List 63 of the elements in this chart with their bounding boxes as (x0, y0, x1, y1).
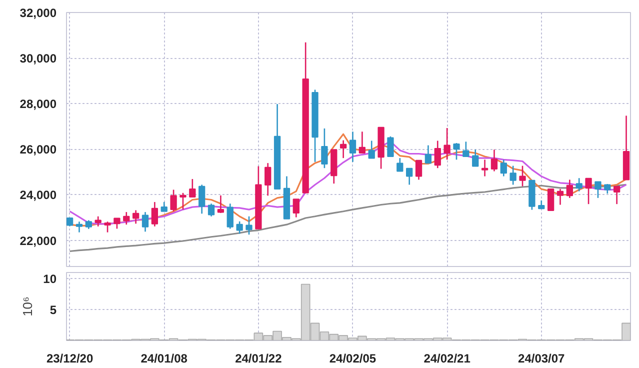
y-tick-label: 10 (43, 272, 57, 286)
category-label: 23/12/20 (46, 352, 94, 366)
y-tick-label: 22,000 (20, 234, 57, 248)
candlestick (604, 183, 611, 194)
y-axis-title: 10⁶ (20, 296, 36, 316)
y-tick-label: 28,000 (20, 97, 57, 112)
candlestick (519, 165, 526, 187)
category-label: 24/02/21 (424, 352, 470, 366)
y-tick-label: 26,000 (20, 142, 57, 157)
y-tick-label: 24,000 (20, 188, 57, 202)
candlestick (396, 157, 404, 172)
candlestick (547, 188, 554, 211)
candlestick (321, 128, 328, 169)
candlestick (151, 201, 158, 228)
y-tick-label: 5 (50, 303, 57, 318)
candlestick (170, 189, 177, 212)
candlestick (132, 210, 140, 224)
candlestick (94, 216, 102, 228)
candlestick (434, 140, 441, 169)
candlestick (349, 130, 356, 163)
candlestick (123, 211, 130, 226)
candlestick (104, 220, 111, 233)
candlestick (387, 136, 394, 158)
candlestick (481, 159, 488, 177)
y-tick-label: 30,000 (20, 52, 57, 66)
candlestick (585, 178, 592, 205)
candlestick (444, 127, 450, 160)
candlestick (340, 140, 347, 159)
candlestick (142, 211, 149, 232)
candlestick (226, 202, 234, 230)
candlestick (453, 142, 460, 160)
candlestick (246, 216, 252, 236)
candlestick (424, 144, 432, 164)
candlestick (160, 201, 168, 212)
candlestick (472, 148, 479, 167)
candlestick (264, 162, 272, 196)
candlestick (292, 198, 300, 218)
category-label: 24/01/08 (140, 352, 188, 366)
candlestick (406, 168, 413, 186)
candlestick (114, 218, 120, 230)
candlestick (217, 194, 224, 214)
y-tick-label: 32,000 (20, 6, 57, 20)
candlestick (189, 178, 196, 198)
candlestick (462, 141, 470, 158)
candlestick (566, 179, 573, 199)
candlestick (368, 140, 375, 159)
candlestick (576, 177, 582, 192)
candlestick (594, 181, 602, 199)
candlestick (236, 220, 243, 234)
candlestick (556, 188, 564, 206)
candlestick (415, 160, 422, 180)
candlestick (180, 192, 186, 210)
category-label: 24/03/07 (518, 352, 565, 366)
candlestick (510, 165, 516, 186)
candlestick (613, 186, 620, 205)
candlestick (500, 159, 507, 177)
category-label: 24/02/05 (329, 352, 376, 366)
category-label: 24/01/22 (235, 352, 282, 366)
candlestick (208, 202, 215, 218)
candlestick (76, 220, 83, 233)
candlestick (490, 148, 498, 172)
candlestick (358, 130, 366, 154)
candlestick (198, 184, 206, 214)
